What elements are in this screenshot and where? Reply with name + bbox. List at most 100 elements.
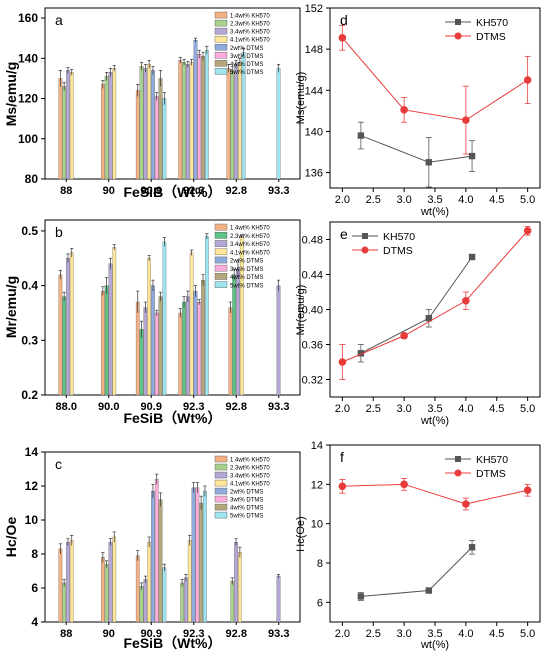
x-tick-label: 93.3 bbox=[268, 185, 289, 197]
legend-swatch bbox=[214, 256, 228, 264]
bar bbox=[201, 56, 205, 180]
x-tick-label: 90 bbox=[103, 185, 115, 197]
bar bbox=[191, 487, 196, 623]
legend-marker bbox=[361, 246, 369, 254]
bar bbox=[112, 536, 117, 623]
bar bbox=[184, 577, 188, 623]
y-tick-label: 6 bbox=[31, 581, 38, 595]
bar bbox=[101, 557, 105, 623]
y-tick-label: 0.44 bbox=[302, 270, 323, 282]
y-tick-label: 12 bbox=[311, 479, 323, 491]
data-point bbox=[468, 544, 476, 551]
bar-chart-a: 80 100 120 140 160 a FeSiB（Wt%） Ms/emu/g 88 90 90.… bbox=[3, 7, 301, 200]
series-line-dtms bbox=[341, 37, 528, 121]
panel-letter: c bbox=[55, 456, 62, 472]
legend-label: 4.1wt% KH570 bbox=[230, 250, 270, 256]
x-tick-label: 3.0 bbox=[396, 403, 411, 415]
bar bbox=[178, 60, 183, 180]
series-line-dtms bbox=[342, 230, 529, 363]
bar bbox=[189, 252, 194, 396]
bar bbox=[112, 247, 117, 396]
legend-label: 4.1wt% KH570 bbox=[230, 38, 270, 44]
bar bbox=[66, 70, 70, 180]
bar bbox=[101, 290, 105, 396]
bar bbox=[139, 329, 144, 396]
y-axis-label: Mr/emu/g bbox=[3, 276, 19, 338]
legend-label: 3wt% DTMS bbox=[230, 267, 263, 273]
bar bbox=[203, 490, 207, 623]
x-tick-label: 4.0 bbox=[458, 403, 473, 415]
x-tick-label: 2.0 bbox=[335, 628, 350, 640]
bar bbox=[178, 312, 183, 396]
legend-label: 3.4wt% KH570 bbox=[230, 242, 270, 248]
bar bbox=[151, 490, 155, 623]
legend-swatch bbox=[214, 35, 228, 43]
x-tick-label: 90.9 bbox=[141, 401, 162, 413]
y-axis-label: Hc/Oe bbox=[3, 517, 19, 558]
legend-label: DTMS bbox=[476, 31, 506, 43]
bar bbox=[195, 487, 200, 623]
legend-marker bbox=[362, 233, 368, 239]
bar bbox=[182, 301, 186, 396]
x-tick-label: 3.0 bbox=[396, 194, 411, 206]
y-tick-label: 0.5 bbox=[21, 224, 38, 238]
x-axis-label: FeSiB（Wt%） bbox=[124, 184, 222, 200]
y-tick-label: 140 bbox=[305, 126, 323, 138]
legend-swatch bbox=[214, 60, 228, 67]
bar bbox=[151, 70, 155, 180]
y-tick-label: 8 bbox=[317, 558, 323, 570]
legend-label: 2.3wt% KH570 bbox=[230, 466, 270, 472]
legend-label: 2wt% DTMS bbox=[230, 490, 263, 496]
bar bbox=[108, 263, 113, 396]
bar bbox=[182, 62, 186, 180]
x-tick-label: 4.0 bbox=[458, 628, 473, 640]
bar bbox=[234, 64, 238, 180]
bar bbox=[108, 541, 113, 623]
bar bbox=[58, 274, 63, 396]
legend-label: DTMS bbox=[383, 245, 413, 257]
bar bbox=[143, 68, 148, 180]
line-chart-e: 0.32 0.36 0.40 0.44 0.48 e wt(%) Mr(emu/g) 2.0 2.… bbox=[295, 221, 541, 427]
y-tick-label: 100 bbox=[18, 132, 38, 146]
line-chart-f: 6 8 10 12 14 f wt(%) Hc(Oe) 2.0 2.5 3.0 3.5 4.0 4.5 5.… bbox=[295, 440, 541, 651]
x-tick-label: 4.5 bbox=[489, 403, 504, 415]
legend-marker bbox=[455, 456, 461, 462]
data-point bbox=[425, 159, 433, 166]
legend-marker bbox=[454, 32, 462, 40]
data-point bbox=[338, 482, 347, 491]
legend-swatch bbox=[214, 455, 228, 463]
x-tick-label: 2.5 bbox=[366, 194, 381, 206]
y-axis-label: Mr(emu/g) bbox=[295, 285, 307, 336]
bar bbox=[226, 68, 231, 180]
legend-label: 2wt% DTMS bbox=[230, 259, 263, 265]
legend-label: 4wt% DTMS bbox=[230, 275, 263, 281]
x-tick-label: 90.9 bbox=[141, 628, 162, 640]
y-tick-label: 152 bbox=[305, 3, 323, 15]
legend-label: KH570 bbox=[476, 454, 508, 466]
x-tick-label: 3.0 bbox=[396, 628, 411, 640]
x-tick-label: 92.3 bbox=[183, 185, 204, 197]
y-tick-label: 0.3 bbox=[21, 333, 38, 347]
bar bbox=[187, 540, 192, 623]
legend-label: 2.3wt% KH570 bbox=[230, 234, 270, 240]
legend-label: 3.4wt% KH570 bbox=[230, 474, 270, 480]
data-point bbox=[338, 34, 347, 42]
data-point bbox=[357, 350, 365, 357]
bar bbox=[162, 567, 167, 623]
bar bbox=[162, 241, 167, 396]
bar bbox=[104, 76, 109, 180]
data-point bbox=[425, 315, 433, 322]
x-tick-label: 3.5 bbox=[427, 194, 442, 206]
legend-swatch bbox=[214, 223, 228, 231]
legend-swatch bbox=[214, 44, 228, 51]
bar bbox=[199, 502, 203, 623]
panel-letter: e bbox=[340, 226, 348, 242]
bar bbox=[69, 72, 74, 180]
legend-label: 2wt% DTMS bbox=[230, 46, 263, 52]
y-tick-label: 0.40 bbox=[302, 305, 323, 317]
legend-label: 2.3wt% KH570 bbox=[230, 22, 270, 28]
legend-label: DTMS bbox=[476, 468, 506, 480]
legend-label: 5wt% DTMS bbox=[230, 70, 263, 76]
series-line-kh570 bbox=[360, 256, 473, 354]
bar bbox=[230, 70, 235, 180]
